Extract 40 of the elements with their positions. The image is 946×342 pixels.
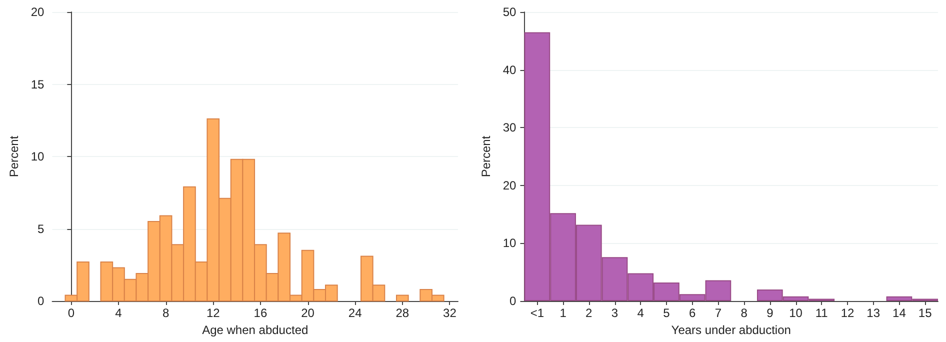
x-tick-label: 12 (206, 306, 220, 320)
x-tick-label: 28 (396, 306, 410, 320)
y-tick-label: 5 (38, 222, 45, 236)
y-tick-label: 10 (30, 150, 45, 164)
x-tick-label: 24 (348, 306, 362, 320)
y-tick-label: 50 (502, 5, 517, 19)
x-tick-label: 0 (68, 306, 75, 320)
x-tick-label: 15 (918, 306, 932, 320)
x-tick-label: 4 (115, 306, 122, 320)
x-tick-label: 16 (254, 306, 268, 320)
x-tick-label: 1 (560, 306, 567, 320)
x-tick-label: 4 (637, 306, 644, 320)
x-tick-label: 2 (586, 306, 593, 320)
y-tick-label: 15 (30, 77, 45, 92)
y-tick-label: 40 (502, 62, 517, 77)
y-tick-label: 20 (502, 178, 517, 192)
x-tick-label: 7 (714, 306, 722, 320)
x-tick-label: 14 (892, 306, 906, 320)
x-tick-label: 6 (688, 306, 696, 320)
x-axis-title: Years under abduction (671, 322, 791, 337)
x-tick-label: 10 (789, 306, 803, 320)
y-axis-title: Percent (479, 135, 493, 178)
y-tick-label: 0 (510, 294, 517, 308)
x-tick-label: 13 (866, 306, 880, 320)
x-tick-label: <1 (530, 306, 544, 320)
x-tick-label: 9 (766, 306, 774, 320)
y-tick-label: 0 (38, 294, 45, 308)
y-axis-title: Percent (7, 135, 21, 178)
x-tick-label: 11 (815, 306, 828, 320)
y-tick-label: 20 (30, 5, 45, 19)
x-axis-title: Age when abducted (202, 322, 308, 337)
x-tick-label: 32 (443, 306, 457, 320)
x-tick-label: 8 (162, 306, 170, 320)
y-tick-label: 10 (502, 236, 517, 250)
x-tick-label: 12 (840, 306, 854, 320)
x-tick-label: 3 (611, 306, 618, 320)
x-tick-label: 8 (740, 306, 748, 320)
x-tick-label: 20 (301, 306, 315, 320)
x-tick-label: 5 (663, 306, 670, 320)
y-tick-label: 30 (502, 120, 517, 135)
